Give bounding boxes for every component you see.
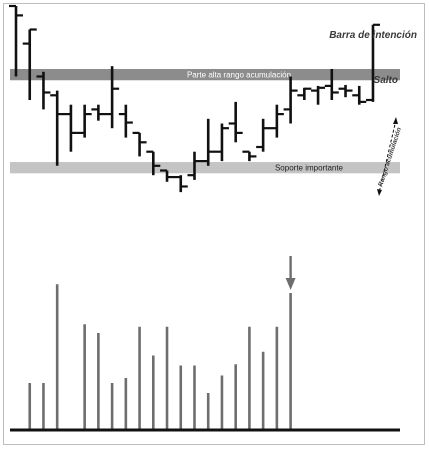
price-bar-5 xyxy=(77,104,92,138)
price-bar-8 xyxy=(118,104,133,138)
price-bar-9 xyxy=(132,131,147,157)
price-bar-25 xyxy=(352,85,367,105)
band-1 xyxy=(10,162,400,174)
price-bar-21 xyxy=(297,87,312,100)
annotation-jump: Salto xyxy=(374,75,398,86)
price-bar-12 xyxy=(173,175,188,193)
price-bar-20 xyxy=(283,76,298,124)
price-bar-2 xyxy=(36,71,51,110)
band-label-1: Soporte importante xyxy=(275,164,344,173)
price-bar-23 xyxy=(324,68,339,100)
price-bar-24 xyxy=(338,84,353,98)
price-bar-0 xyxy=(9,4,23,77)
price-bar-4 xyxy=(63,104,78,152)
price-bar-26 xyxy=(365,23,380,102)
chart-figure: Parte alta rango acumulación Soporte impo… xyxy=(3,3,425,445)
price-bar-17 xyxy=(242,150,257,162)
price-bar-3 xyxy=(50,90,65,166)
price-volume-chart: Parte alta rango acumulación Soporte impo… xyxy=(9,4,417,432)
price-bar-11 xyxy=(160,169,175,182)
price-bar-6 xyxy=(91,104,106,121)
annotation-range: Rango acumulación xyxy=(377,127,403,188)
price-bar-22 xyxy=(311,85,326,105)
range-arrow xyxy=(377,117,398,196)
band-0 xyxy=(10,68,400,81)
price-bar-1 xyxy=(22,28,37,100)
price-bar-14 xyxy=(201,118,216,166)
price-bar-7 xyxy=(105,66,120,129)
price-bar-13 xyxy=(187,151,202,180)
price-bar-10 xyxy=(146,150,161,176)
price-bar-18 xyxy=(256,118,271,152)
annotation-intention-bar: Barra de intención xyxy=(329,30,417,41)
price-bar-16 xyxy=(228,101,243,143)
price-bar-19 xyxy=(269,104,284,138)
price-bar-15 xyxy=(214,123,229,162)
band-label-0: Parte alta rango acumulación xyxy=(187,71,291,80)
volume-arrow-icon xyxy=(285,256,296,290)
